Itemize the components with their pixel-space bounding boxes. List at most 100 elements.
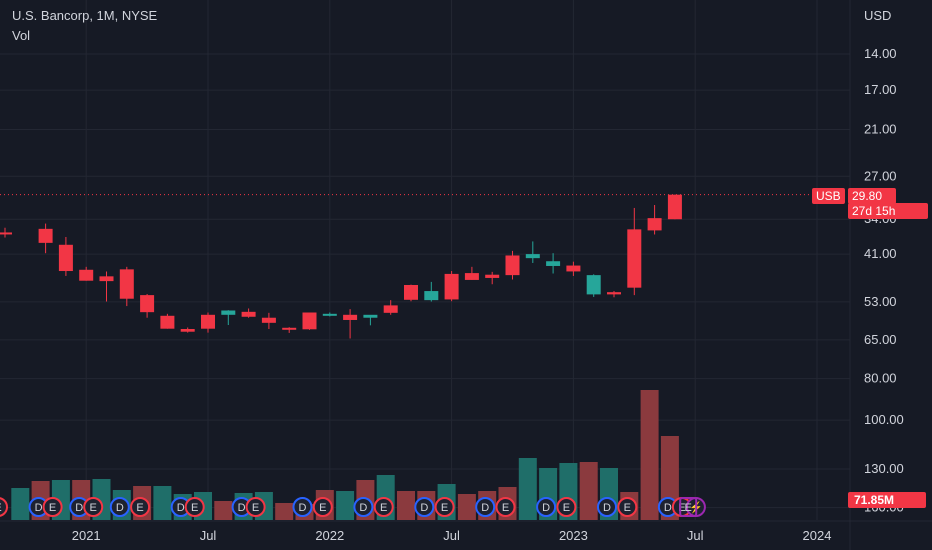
- dividend-marker[interactable]: [109, 497, 130, 517]
- candle-body: [485, 274, 500, 278]
- earnings-marker[interactable]: [617, 497, 638, 517]
- candle-body: [363, 314, 378, 318]
- candle-body: [607, 292, 621, 295]
- candle-body: [525, 254, 540, 259]
- earnings-marker-letter: E: [441, 502, 448, 514]
- currency-label: USD: [864, 8, 892, 23]
- candle-body: [119, 269, 134, 299]
- symbol-badge: USB: [812, 188, 845, 204]
- earnings-marker[interactable]: [312, 497, 333, 517]
- earnings-marker-letter: E: [678, 502, 685, 514]
- price-tick-label: 130.00: [864, 461, 904, 476]
- dividend-marker[interactable]: [414, 497, 435, 517]
- earnings-marker-letter: E: [380, 502, 387, 514]
- volume-bar: [275, 503, 294, 520]
- countdown-badge: 27d 15h: [848, 203, 928, 219]
- candle-body: [302, 312, 317, 330]
- earnings-marker-letter: E: [136, 502, 143, 514]
- event-markers[interactable]: EDEDEDEDEDEDEDEDEDEDEDEDE⚡E: [0, 497, 706, 517]
- dividend-marker-letter: D: [359, 502, 367, 514]
- candle-body: [464, 273, 479, 280]
- earnings-marker[interactable]: [434, 497, 455, 517]
- candle-body: [404, 285, 418, 300]
- price-tick-label: 27.00: [864, 168, 897, 183]
- price-tick-label: 65.00: [864, 332, 897, 347]
- earnings-marker[interactable]: [495, 497, 516, 517]
- candle-body: [647, 218, 662, 231]
- price-tick-label: 80.00: [864, 371, 897, 386]
- dividend-marker[interactable]: [353, 497, 374, 517]
- candle-body: [140, 295, 155, 313]
- candle-body: [566, 265, 581, 272]
- earnings-marker[interactable]: [0, 497, 8, 517]
- candle-body: [99, 276, 114, 282]
- candle-body: [282, 327, 297, 330]
- price-tick-label: 14.00: [864, 46, 897, 61]
- candle-body: [0, 232, 12, 235]
- candle-body: [58, 244, 73, 272]
- earnings-marker-letter: E: [49, 502, 56, 514]
- candle-body: [221, 310, 236, 315]
- dividend-marker[interactable]: [475, 497, 496, 517]
- time-tick-label: 2022: [315, 528, 344, 543]
- earnings-marker[interactable]: [556, 497, 577, 517]
- candle-body: [424, 291, 439, 301]
- time-tick-label: 2021: [72, 528, 101, 543]
- candle-body: [546, 261, 561, 266]
- candle-body: [667, 194, 682, 220]
- earnings-marker[interactable]: [184, 497, 205, 517]
- candle-body: [343, 314, 358, 320]
- candle-body: [261, 317, 276, 323]
- future-earnings-marker[interactable]: [679, 497, 698, 517]
- dividend-marker-letter: D: [299, 502, 307, 514]
- price-tick-label: 21.00: [864, 122, 897, 137]
- future-earnings-marker-letter: E: [685, 502, 692, 514]
- time-tick-label: Jul: [687, 528, 704, 543]
- candle-body: [241, 311, 256, 317]
- earnings-marker[interactable]: [245, 497, 266, 517]
- price-tick-label: 41.00: [864, 246, 897, 261]
- volume-bar: [336, 491, 355, 520]
- candlesticks: [0, 194, 682, 339]
- price-tick-label: 17.00: [864, 82, 897, 97]
- earnings-marker[interactable]: [42, 497, 63, 517]
- candle-body: [627, 229, 642, 288]
- dividend-marker-letter: D: [238, 502, 246, 514]
- time-tick-label: Jul: [200, 528, 217, 543]
- last-price-badge: 29.80: [848, 188, 896, 204]
- time-tick-label: Jul: [443, 528, 460, 543]
- volume-bar: [11, 488, 30, 520]
- dividend-marker-letter: D: [177, 502, 185, 514]
- volume-bar: [518, 458, 537, 520]
- time-tick-label: 2024: [803, 528, 832, 543]
- dividend-marker[interactable]: [292, 497, 313, 517]
- volume-legend[interactable]: Vol: [12, 28, 31, 43]
- candle-body: [180, 329, 195, 332]
- dividend-marker-letter: D: [75, 502, 83, 514]
- dividend-marker[interactable]: [597, 497, 617, 517]
- candle-body: [383, 305, 398, 313]
- volume-bar: [214, 501, 233, 520]
- dividend-marker[interactable]: [536, 497, 557, 517]
- earnings-marker[interactable]: [130, 497, 151, 517]
- last-volume-badge: 71.85M: [848, 492, 926, 508]
- candle-body: [444, 273, 459, 300]
- price-tick-label: 53.00: [864, 294, 897, 309]
- dividend-marker-letter: D: [35, 502, 43, 514]
- volume-bar: [153, 486, 172, 520]
- volume-bar: [457, 494, 476, 520]
- dividend-marker-letter: D: [420, 502, 428, 514]
- candle-body: [79, 269, 94, 281]
- earnings-marker-letter: E: [502, 502, 509, 514]
- grid: [0, 0, 850, 520]
- symbol-legend[interactable]: U.S. Bancorp, 1M, NYSE: [12, 8, 158, 23]
- earnings-marker-letter: E: [191, 502, 198, 514]
- time-tick-label: 2023: [559, 528, 588, 543]
- earnings-marker[interactable]: [83, 497, 104, 517]
- volume-bar: [579, 462, 598, 520]
- earnings-marker-letter: E: [563, 502, 570, 514]
- earnings-marker-letter: E: [319, 502, 326, 514]
- earnings-marker[interactable]: [373, 497, 394, 517]
- price-tick-label: 100.00: [864, 412, 904, 427]
